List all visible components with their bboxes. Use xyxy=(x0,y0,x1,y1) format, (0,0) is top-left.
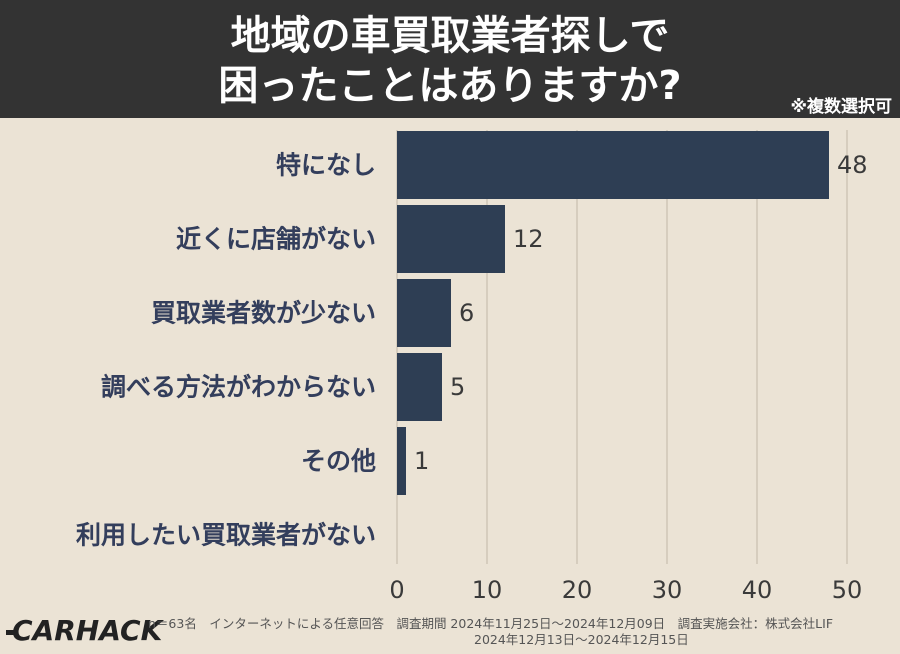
category-label-5: 利用したい買取業者がない xyxy=(76,521,376,550)
multiple-choice-note: ※複数選択可 xyxy=(790,97,892,117)
footer: CARHACK n＝63名 インターネットによる任意回答 調査期間 2024年1… xyxy=(0,610,900,654)
x-tick-label-0: 0 xyxy=(389,576,404,604)
bar-chart: 特になし 48 近くに店舗がない 12 買取業者数が少ない 6 調べる方法がわからない 5 その… xyxy=(76,130,868,604)
bar-2 xyxy=(397,279,451,347)
bar-1 xyxy=(397,205,505,273)
x-tick-label-20: 20 xyxy=(562,576,593,604)
x-tick-label-40: 40 xyxy=(742,576,773,604)
bar-3 xyxy=(397,353,442,421)
survey-info-line2: 2024年12月13日〜2024年12月15日 xyxy=(474,632,689,647)
x-tick-label-30: 30 xyxy=(652,576,683,604)
category-label-0: 特になし xyxy=(276,151,376,180)
chart-title-line1: 地域の車買取業者探しで xyxy=(230,13,670,59)
value-label-3: 5 xyxy=(450,373,465,401)
value-label-1: 12 xyxy=(513,225,544,253)
category-label-1: 近くに店舗がない xyxy=(176,225,376,254)
header-bar: 地域の車買取業者探しで 困ったことはありますか? ※複数選択可 xyxy=(0,0,900,118)
value-label-2: 6 xyxy=(459,299,474,327)
category-label-3: 調べる方法がわからない xyxy=(101,373,376,402)
carhack-logo: CARHACK xyxy=(12,614,163,647)
survey-info-line1: n＝63名 インターネットによる任意回答 調査期間 2024年11月25日〜20… xyxy=(148,616,834,631)
value-label-0: 48 xyxy=(837,151,868,179)
value-label-4: 1 xyxy=(414,447,429,475)
bar-4 xyxy=(397,427,406,495)
category-label-2: 買取業者数が少ない xyxy=(151,299,376,328)
x-tick-label-50: 50 xyxy=(832,576,863,604)
bar-0 xyxy=(397,131,829,199)
category-label-4: その他 xyxy=(301,447,376,476)
chart-title-line2: 困ったことはありますか? xyxy=(218,63,682,109)
x-tick-label-10: 10 xyxy=(472,576,503,604)
logo-accent xyxy=(6,630,16,635)
